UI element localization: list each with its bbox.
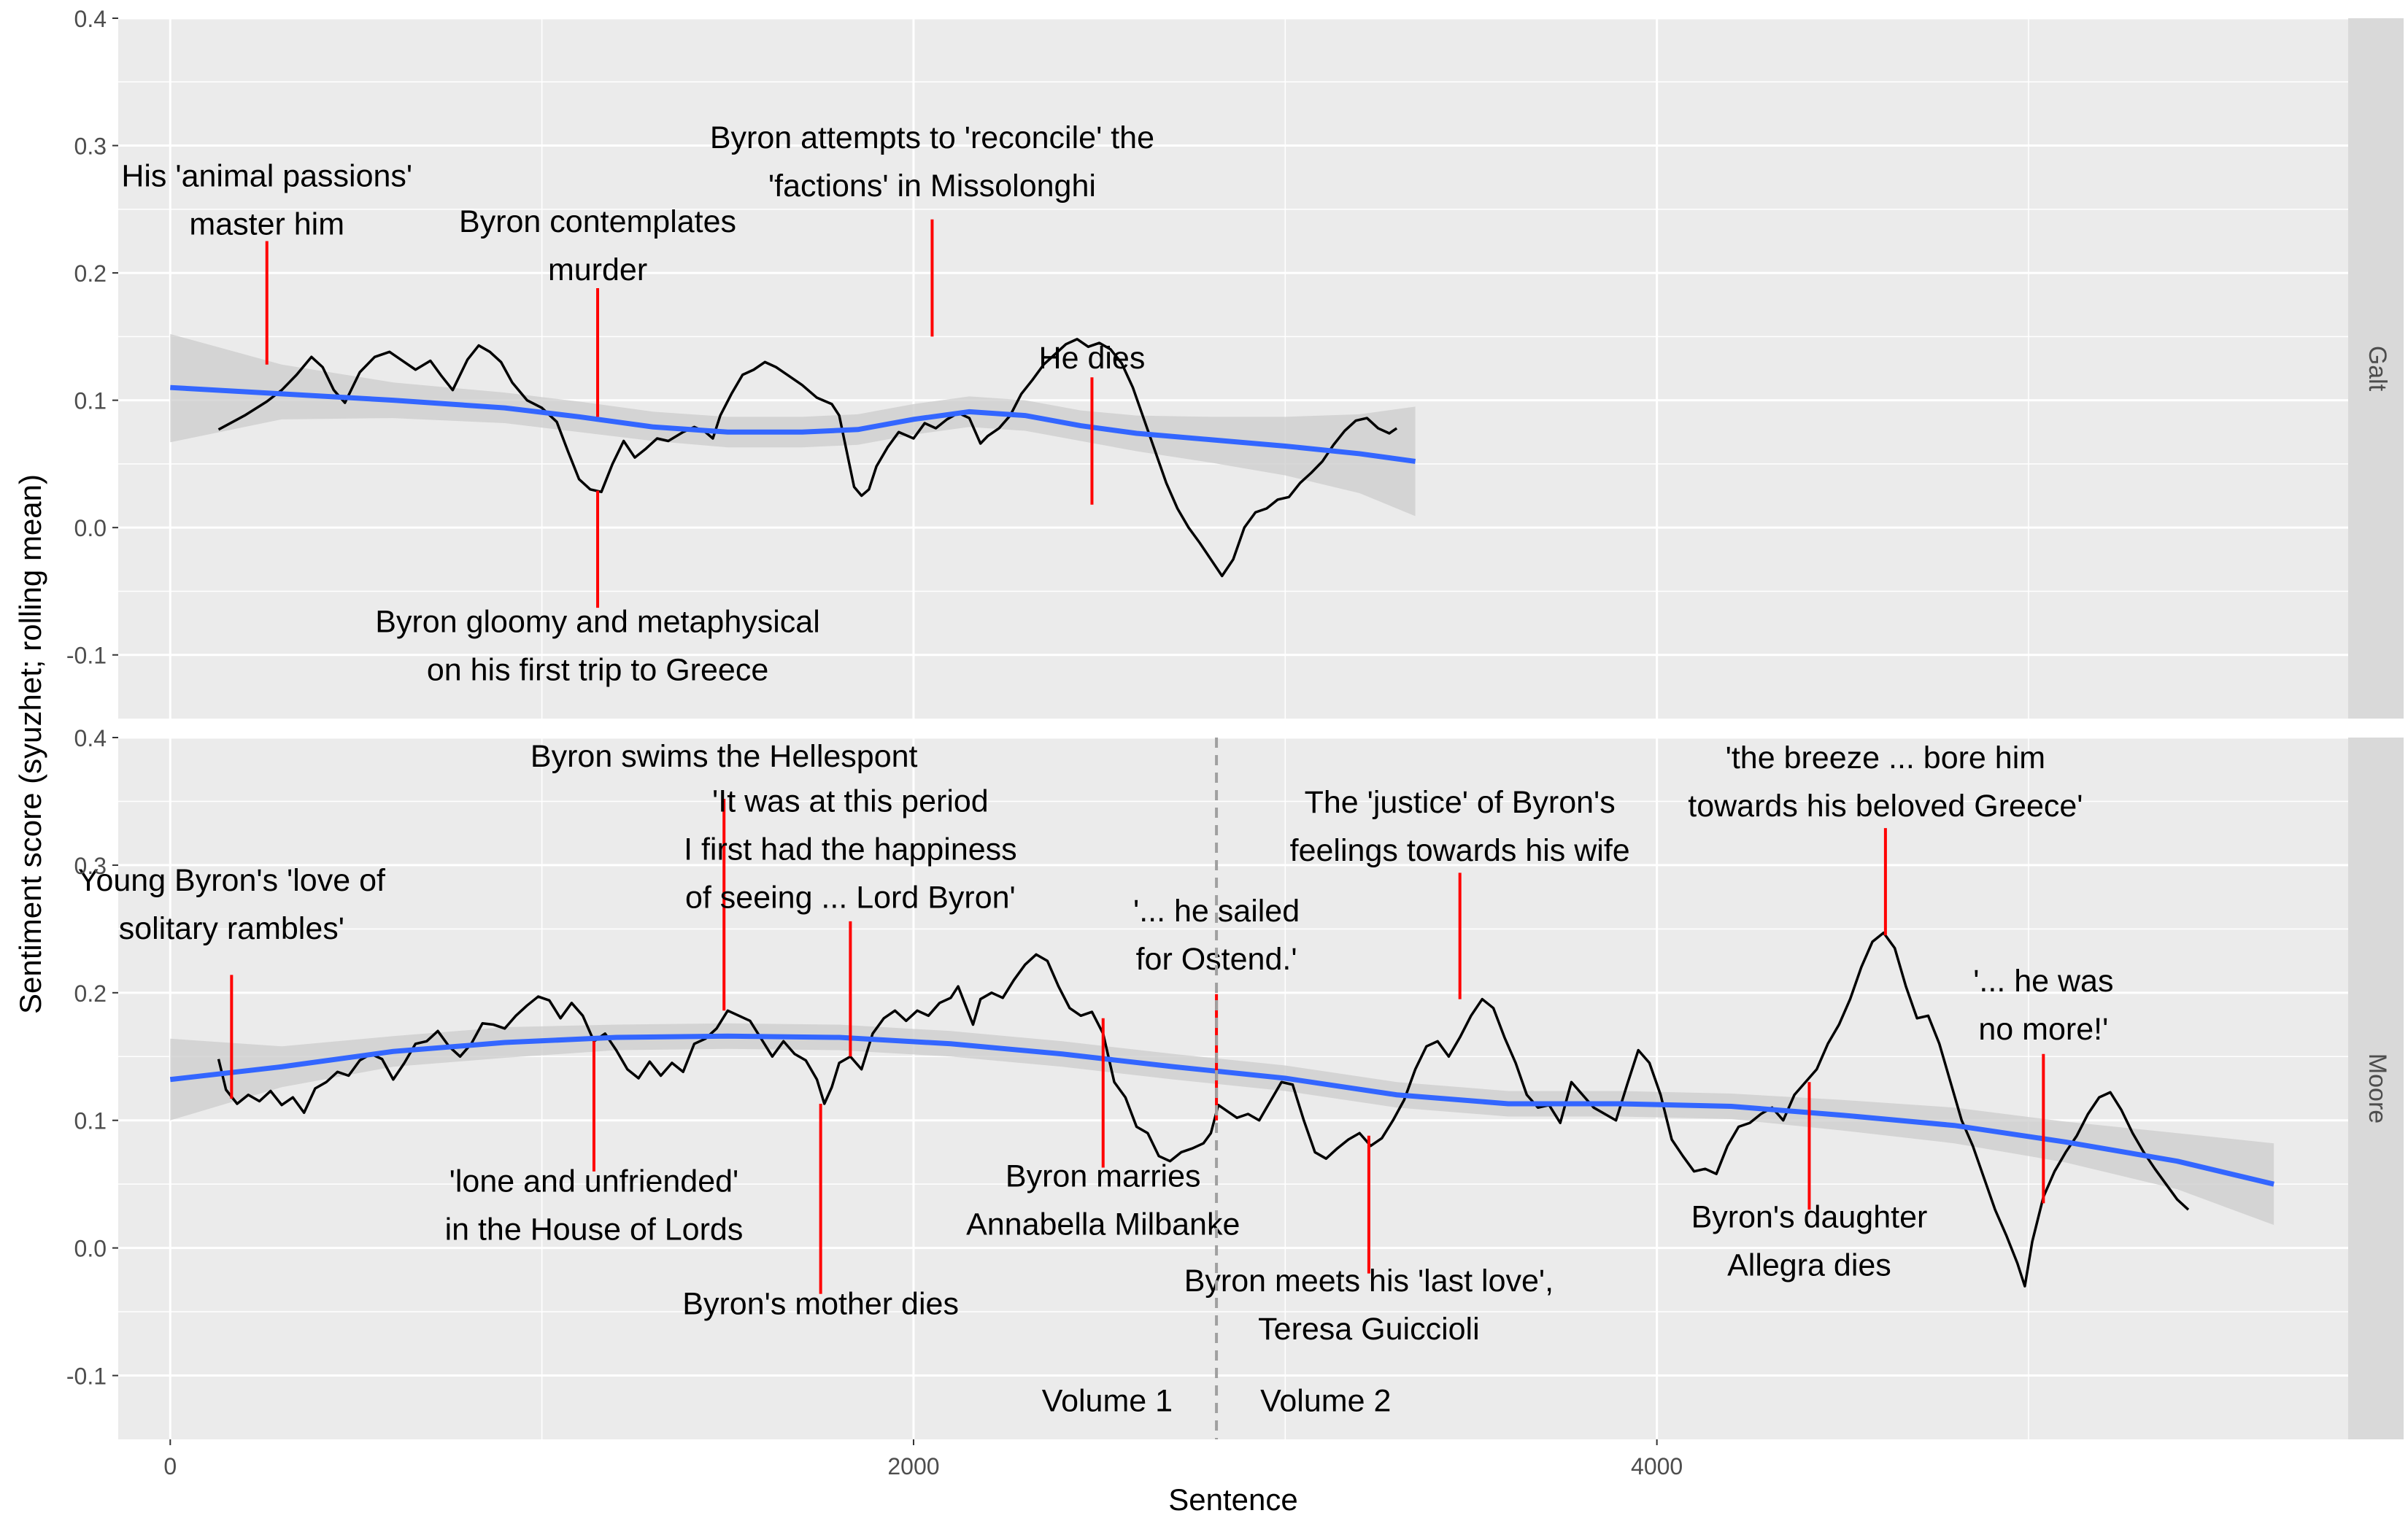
facet-strip bbox=[2348, 18, 2404, 719]
annotation-label: 'factions' in Missolonghi bbox=[768, 169, 1096, 204]
annotation-label: feelings towards his wife bbox=[1290, 833, 1630, 868]
annotation-label: solitary rambles' bbox=[119, 911, 344, 946]
annotation-label: towards his beloved Greece' bbox=[1688, 789, 2083, 824]
y-tick-label: 0.0 bbox=[74, 515, 107, 541]
annotation-label: Byron swims the Hellespont bbox=[530, 739, 918, 774]
panel-background bbox=[118, 18, 2348, 719]
facet-strip bbox=[2348, 738, 2404, 1439]
x-tick-label: 2000 bbox=[887, 1453, 939, 1479]
volume-1-label: Volume 1 bbox=[1042, 1384, 1173, 1419]
x-tick-label: 0 bbox=[163, 1453, 177, 1479]
annotation-label: His 'animal passions' bbox=[121, 158, 412, 193]
annotation-label: 'It was at this period bbox=[712, 784, 989, 819]
annotation-label: no more!' bbox=[1978, 1012, 2108, 1047]
y-axis-label: Sentiment score (syuzhet; rolling mean) bbox=[13, 474, 47, 1014]
annotation-label: Byron gloomy and metaphysical bbox=[375, 604, 819, 639]
x-axis-label: Sentence bbox=[1168, 1482, 1297, 1517]
annotation-label: I first had the happiness bbox=[684, 832, 1017, 867]
annotation-label: Byron contemplates bbox=[459, 204, 736, 239]
annotation-label: 'lone and unfriended' bbox=[449, 1164, 739, 1199]
smooth-trend-line bbox=[170, 384, 1416, 464]
annotation-label: Teresa Guiccioli bbox=[1258, 1312, 1480, 1347]
y-tick-label: 0.4 bbox=[74, 725, 107, 751]
annotation-label: Annabella Milbanke bbox=[966, 1207, 1240, 1242]
y-tick-label: 0.2 bbox=[74, 260, 107, 287]
y-tick-label: 0.0 bbox=[74, 1236, 107, 1262]
panel-background bbox=[118, 738, 2348, 1439]
annotation-label: of seeing ... Lord Byron' bbox=[685, 880, 1016, 915]
facet-strip-label: Moore bbox=[2363, 1053, 2391, 1123]
y-tick-label: -0.1 bbox=[66, 1363, 107, 1390]
annotation-label: Allegra dies bbox=[1727, 1248, 1891, 1283]
annotation-label: Byron marries bbox=[1006, 1159, 1201, 1194]
x-tick-label: 4000 bbox=[1631, 1453, 1683, 1479]
y-tick-label: 0.3 bbox=[74, 853, 107, 879]
confidence-band bbox=[170, 333, 1416, 517]
annotation-label: Young Byron's 'love of bbox=[78, 863, 386, 898]
annotation-label: Byron's mother dies bbox=[682, 1287, 959, 1322]
smooth-trend-line bbox=[169, 1033, 2274, 1187]
y-tick-label: 0.3 bbox=[74, 134, 107, 160]
y-tick-label: 0.1 bbox=[74, 388, 107, 414]
facet-strip-label: Galt bbox=[2363, 346, 2391, 392]
panel-galt: Galt His 'animal passions' master him Byron… bbox=[118, 17, 2404, 719]
annotation-label: in the House of Lords bbox=[445, 1212, 744, 1247]
annotation-label: Byron attempts to 'reconcile' the bbox=[710, 120, 1154, 155]
annotation-label: murder bbox=[548, 252, 647, 287]
annotation-label: The 'justice' of Byron's bbox=[1305, 785, 1616, 820]
annotation-label: He dies bbox=[1039, 341, 1146, 376]
y-tick-label: 0.4 bbox=[74, 6, 107, 32]
rolling-mean-line bbox=[217, 338, 1398, 578]
y-tick-label: 0.1 bbox=[74, 1108, 107, 1134]
annotation-label: master him bbox=[189, 206, 344, 241]
volume-2-label: Volume 2 bbox=[1260, 1384, 1391, 1419]
axes: -0.1 0.0 0.1 0.2 0.3 0.4 -0.1 0.0 0.1 0.2 0.3 0.4 0 2… bbox=[66, 6, 1683, 1479]
annotation-label: Byron's daughter bbox=[1691, 1200, 1928, 1235]
confidence-band bbox=[170, 1023, 2274, 1226]
rolling-mean-line bbox=[217, 931, 2190, 1288]
annotation-label: Byron meets his 'last love', bbox=[1184, 1264, 1554, 1299]
panel-moore: Moore Young Byron's 'love of solitary ramb… bbox=[78, 736, 2404, 1439]
annotation-label: '... he was bbox=[1973, 964, 2113, 999]
annotation-label: 'the breeze ... bore him bbox=[1726, 740, 2045, 775]
y-tick-label: 0.2 bbox=[74, 980, 107, 1007]
annotation-label: on his first trip to Greece bbox=[427, 652, 768, 687]
y-tick-label: -0.1 bbox=[66, 643, 107, 669]
